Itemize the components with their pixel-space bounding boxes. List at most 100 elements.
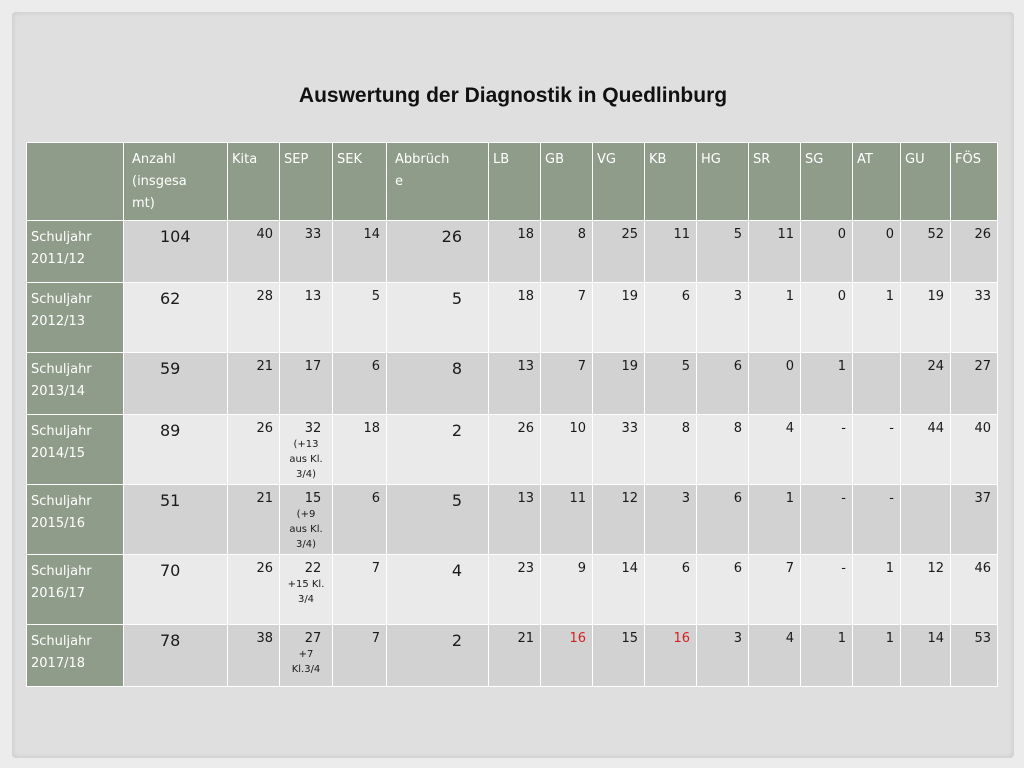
cell-kb: 11: [644, 220, 697, 283]
cell-foes: 46: [950, 554, 998, 625]
header-gb: GB: [540, 142, 593, 221]
cell-sr: 1: [748, 282, 801, 353]
cell-sr: 1: [748, 484, 801, 555]
header-at: AT: [852, 142, 901, 221]
cell-abbr: 5: [386, 282, 489, 353]
cell-at: [852, 352, 901, 415]
row-label-line1: Schuljahr: [31, 424, 92, 439]
cell-kb: 8: [644, 414, 697, 485]
cell-hg: 6: [696, 554, 749, 625]
row-label-line1: Schuljahr: [31, 362, 92, 377]
cell-lb: 23: [488, 554, 541, 625]
cell-sep: 17: [279, 352, 333, 415]
row-label: Schuljahr 2012/13: [26, 282, 124, 353]
cell-anzahl: 70: [123, 554, 228, 625]
cell-sek: 5: [332, 282, 387, 353]
cell-at: 1: [852, 624, 901, 687]
cell-kb: 6: [644, 554, 697, 625]
row-label-line2: 2016/17: [31, 586, 86, 601]
cell-kita: 26: [227, 414, 280, 485]
cell-sep: 33: [279, 220, 333, 283]
row-label-line2: 2013/14: [31, 384, 86, 399]
cell-sg: -: [800, 484, 853, 555]
cell-hg: 5: [696, 220, 749, 283]
cell-abbr: 2: [386, 624, 489, 687]
cell-anzahl: 51: [123, 484, 228, 555]
cell-gu: 12: [900, 554, 951, 625]
page-title: Auswertung der Diagnostik in Quedlinburg: [298, 84, 728, 107]
cell-sg: 0: [800, 220, 853, 283]
sep-value: 33: [304, 227, 322, 242]
cell-vg: 19: [592, 282, 645, 353]
row-label: Schuljahr 2015/16: [26, 484, 124, 555]
cell-anzahl: 104: [123, 220, 228, 283]
row-label: Schuljahr 2011/12: [26, 220, 124, 283]
cell-kb: 16: [644, 624, 697, 687]
cell-kb: 3: [644, 484, 697, 555]
sep-note: (+9: [296, 509, 316, 520]
header-corner: [26, 142, 124, 221]
cell-gb: 16: [540, 624, 593, 687]
table-row: Schuljahr 2016/17 70 26 22 +15 Kl. 3/4 7 4 23 9 14 6…: [26, 554, 998, 625]
sep-note: +15 Kl.: [287, 579, 325, 590]
cell-kb: 5: [644, 352, 697, 415]
cell-gb: 7: [540, 352, 593, 415]
cell-foes: 33: [950, 282, 998, 353]
cell-vg: 12: [592, 484, 645, 555]
cell-gu: 14: [900, 624, 951, 687]
cell-lb: 18: [488, 282, 541, 353]
header-sek: SEK: [332, 142, 387, 221]
cell-anzahl: 78: [123, 624, 228, 687]
header-lb: LB: [488, 142, 541, 221]
cell-anzahl: 59: [123, 352, 228, 415]
cell-hg: 3: [696, 282, 749, 353]
cell-gb: 11: [540, 484, 593, 555]
cell-abbr: 4: [386, 554, 489, 625]
table-row: Schuljahr 2015/16 51 21 15 (+9 aus Kl. 3/4) 6 5 13…: [26, 484, 998, 555]
cell-sg: 1: [800, 624, 853, 687]
cell-foes: 27: [950, 352, 998, 415]
sep-value: 32: [304, 421, 322, 436]
cell-lb: 26: [488, 414, 541, 485]
table-row: Schuljahr 2012/13 62 28 13 5 5 18 7 19 6 3 1 0 1 19 33: [26, 282, 998, 353]
row-label: Schuljahr 2016/17: [26, 554, 124, 625]
sep-value: 15: [304, 491, 322, 506]
header-sr: SR: [748, 142, 801, 221]
cell-anzahl: 89: [123, 414, 228, 485]
table-row: Schuljahr 2011/12 104 40 33 14 26 18 8 25 11 5 11 0 0 5…: [26, 220, 998, 283]
cell-vg: 33: [592, 414, 645, 485]
cell-gu: 52: [900, 220, 951, 283]
cell-sek: 6: [332, 484, 387, 555]
cell-abbr: 8: [386, 352, 489, 415]
cell-kb: 6: [644, 282, 697, 353]
row-label-line1: Schuljahr: [31, 494, 92, 509]
cell-gb: 7: [540, 282, 593, 353]
cell-sg: 1: [800, 352, 853, 415]
cell-kita: 38: [227, 624, 280, 687]
cell-lb: 18: [488, 220, 541, 283]
cell-at: -: [852, 484, 901, 555]
cell-at: 1: [852, 554, 901, 625]
cell-gb: 8: [540, 220, 593, 283]
sep-value: 27: [304, 631, 322, 646]
cell-lb: 13: [488, 352, 541, 415]
cell-sek: 18: [332, 414, 387, 485]
row-label: Schuljahr 2013/14: [26, 352, 124, 415]
cell-sep: 13: [279, 282, 333, 353]
cell-at: -: [852, 414, 901, 485]
cell-vg: 19: [592, 352, 645, 415]
header-abbrueche: Abbrüch e: [386, 142, 489, 221]
sep-note: Kl.3/4: [291, 664, 321, 675]
cell-vg: 25: [592, 220, 645, 283]
row-label-line1: Schuljahr: [31, 564, 92, 579]
slide: Auswertung der Diagnostik in Quedlinburg…: [12, 12, 1014, 758]
row-label-line2: 2015/16: [31, 516, 86, 531]
cell-sep: 15 (+9 aus Kl. 3/4): [279, 484, 333, 555]
cell-gu: [900, 484, 951, 555]
cell-sr: 4: [748, 414, 801, 485]
cell-gu: 19: [900, 282, 951, 353]
header-anzahl-line2: (insgesa: [132, 174, 187, 189]
sep-note: +7: [298, 649, 314, 660]
sep-note: (+13: [293, 439, 319, 450]
header-gu: GU: [900, 142, 951, 221]
